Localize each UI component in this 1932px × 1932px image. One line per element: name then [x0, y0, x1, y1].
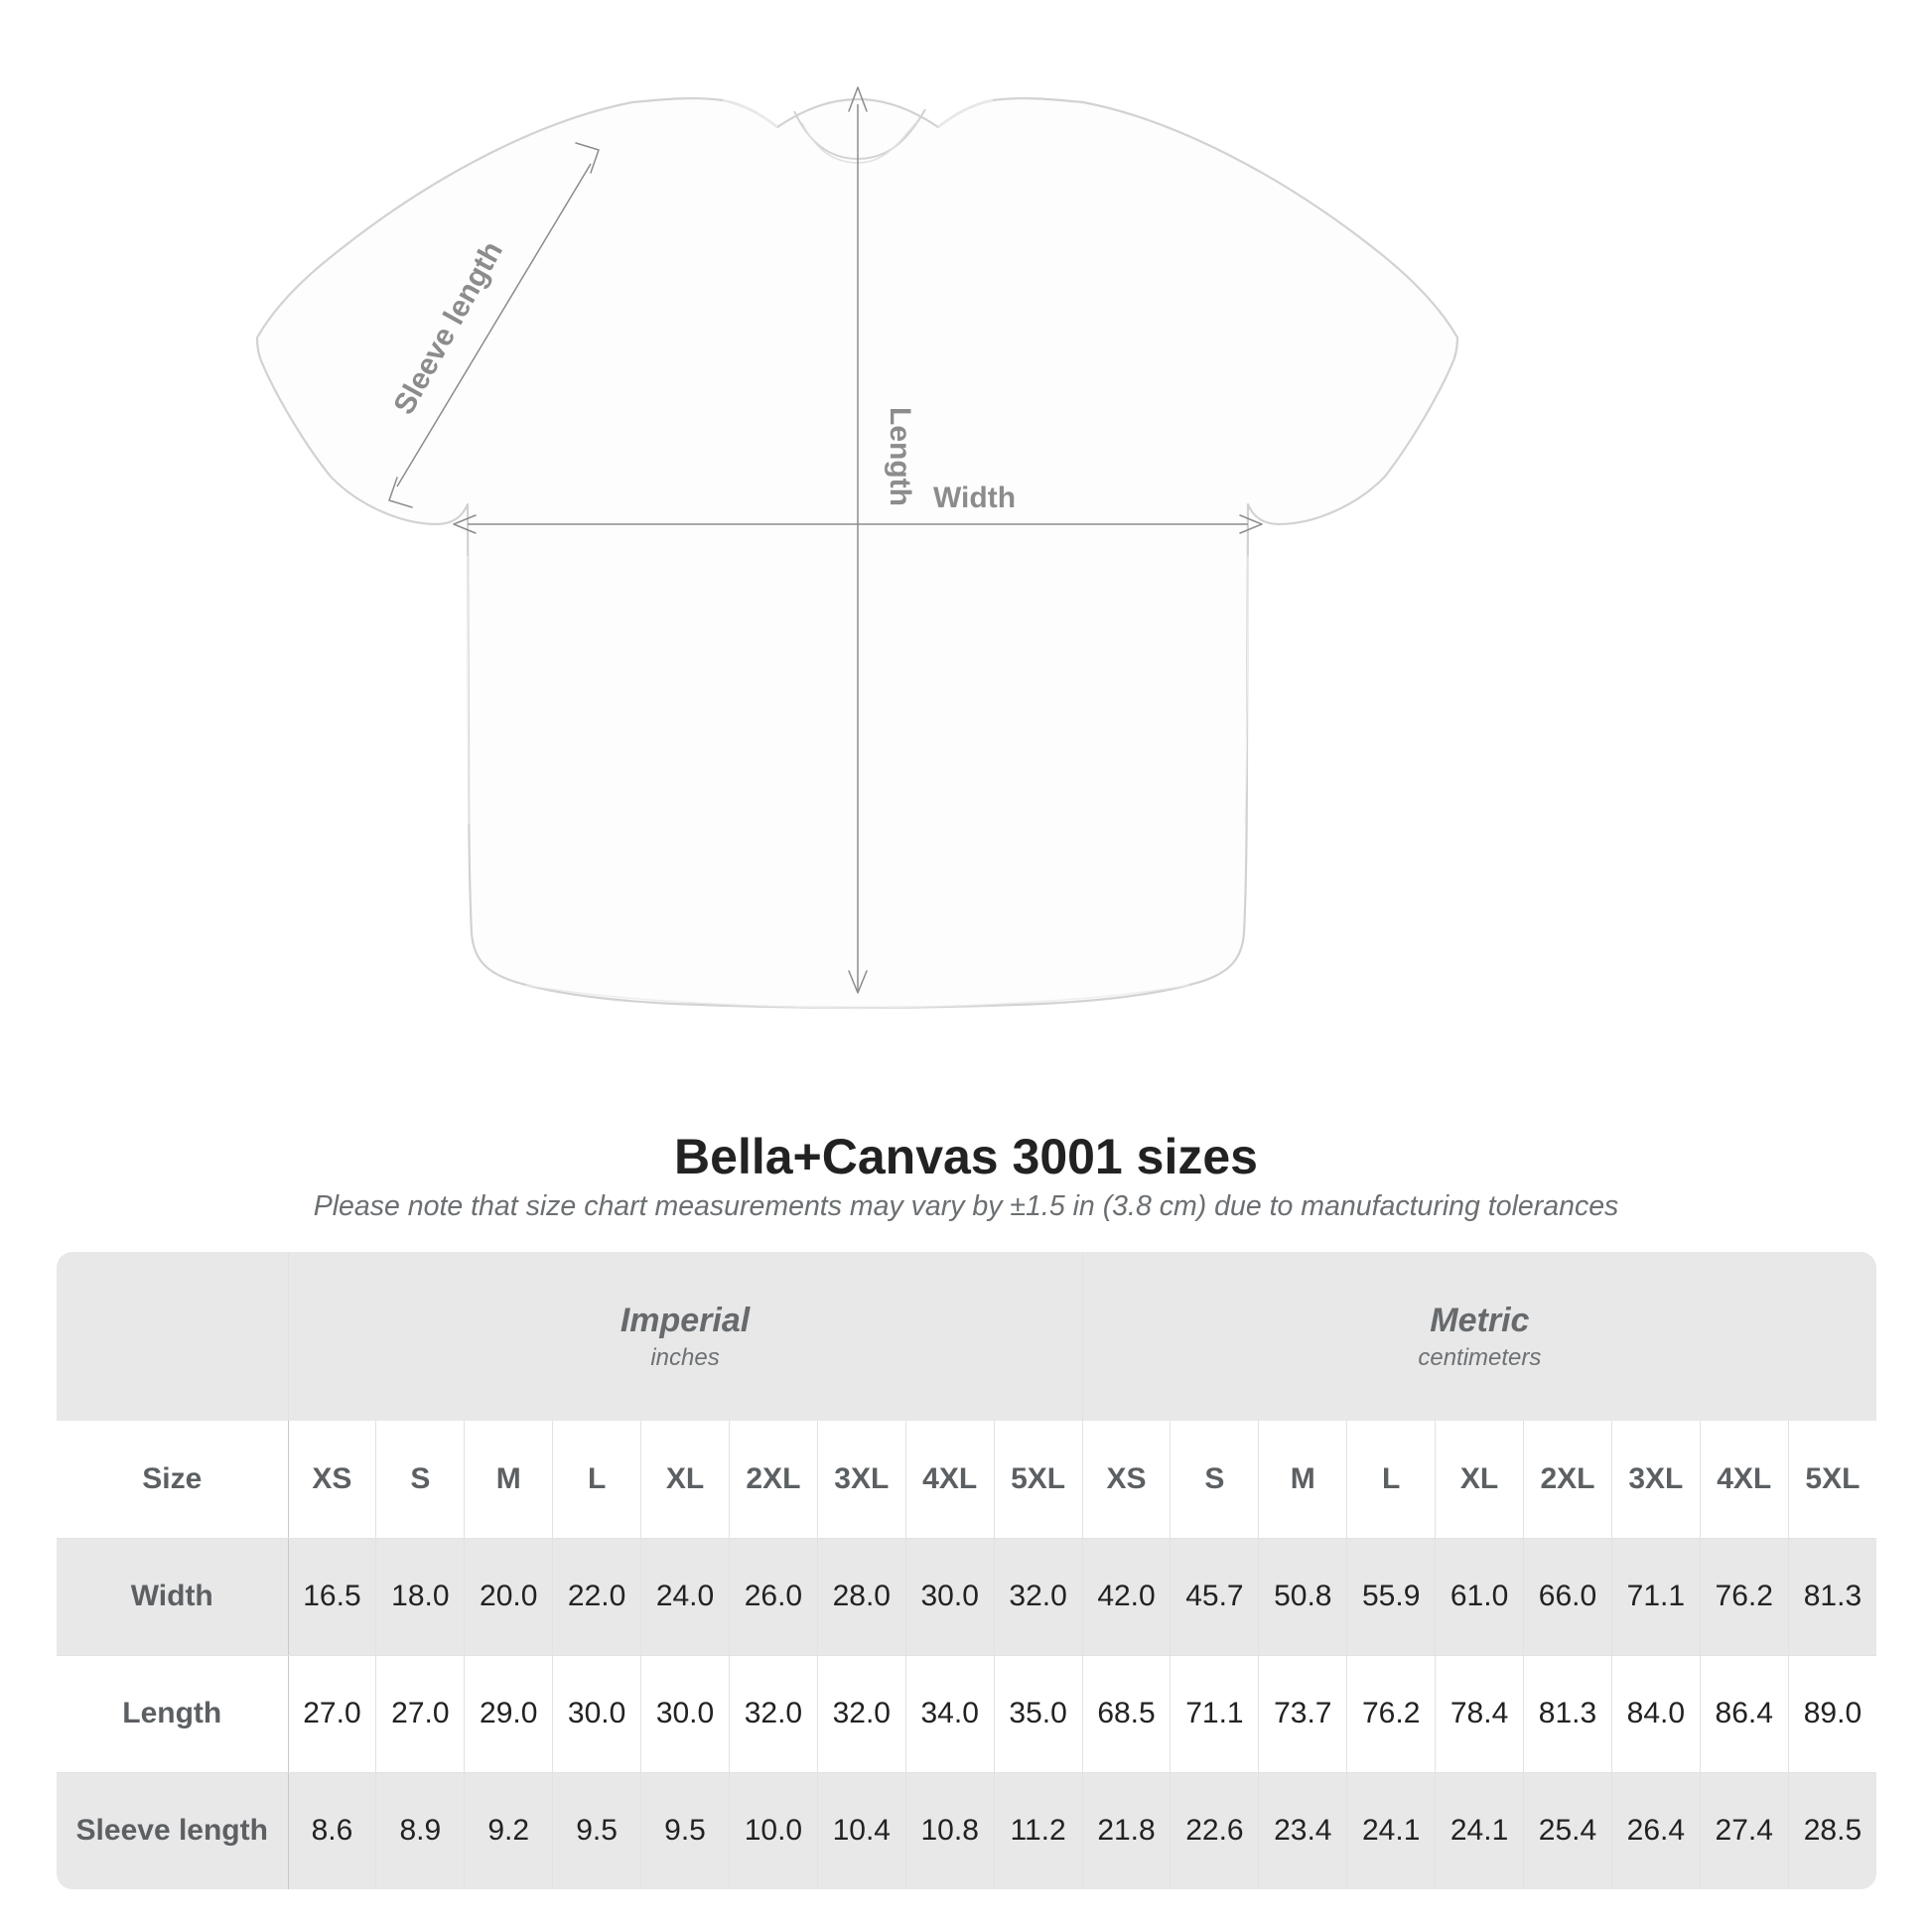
svg-text:Length: Length	[884, 407, 916, 506]
svg-text:Width: Width	[933, 482, 1016, 514]
